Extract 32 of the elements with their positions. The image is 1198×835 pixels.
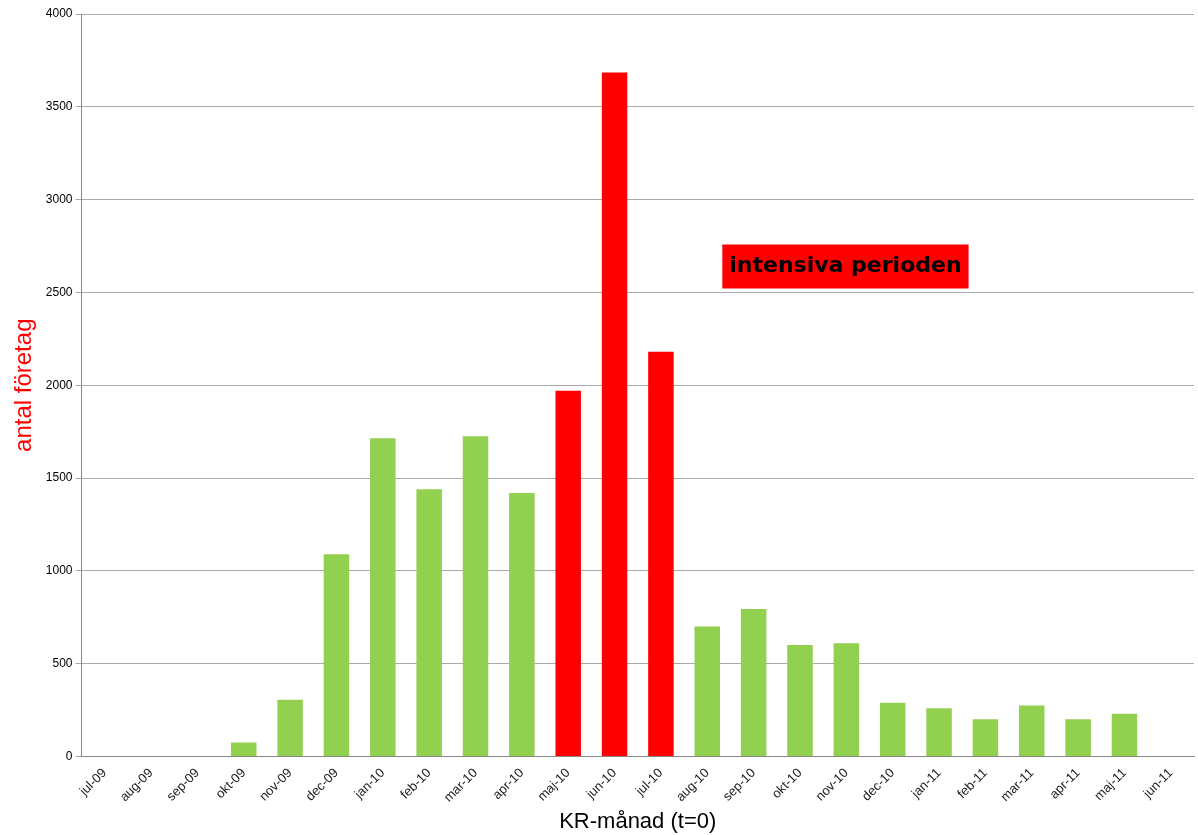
bar bbox=[1019, 705, 1045, 756]
bar bbox=[740, 608, 767, 756]
bar bbox=[509, 492, 535, 756]
annotation: intensiva perioden bbox=[729, 252, 962, 278]
y-tick-label: 4000 bbox=[45, 6, 73, 21]
bar bbox=[694, 626, 721, 756]
bar bbox=[277, 699, 303, 756]
y-tick-label: 3000 bbox=[45, 191, 73, 206]
y-tick-label: 500 bbox=[52, 655, 73, 670]
x-axis-title: KR-månad (t=0) bbox=[559, 807, 717, 833]
y-tick-label: 2500 bbox=[45, 284, 73, 299]
bar bbox=[926, 708, 952, 756]
bar bbox=[1111, 713, 1138, 756]
bar bbox=[462, 436, 489, 756]
y-tick-label: 1000 bbox=[45, 563, 73, 578]
y-tick-label: 3500 bbox=[45, 99, 73, 114]
y-tick-label: 1500 bbox=[45, 470, 73, 485]
y-tick-label: 2000 bbox=[45, 377, 73, 392]
bar bbox=[1065, 719, 1091, 756]
bar bbox=[648, 351, 674, 756]
bar bbox=[230, 742, 257, 756]
y-axis-title: antal företag bbox=[9, 318, 37, 452]
bar bbox=[555, 390, 581, 756]
bar bbox=[787, 645, 813, 756]
bar bbox=[370, 438, 396, 756]
y-tick-label: 0 bbox=[65, 748, 73, 763]
bar bbox=[879, 702, 906, 756]
bar bbox=[601, 72, 628, 756]
bar bbox=[972, 719, 999, 756]
bar bbox=[833, 643, 860, 756]
bar bbox=[323, 554, 350, 756]
bar bbox=[416, 489, 442, 756]
